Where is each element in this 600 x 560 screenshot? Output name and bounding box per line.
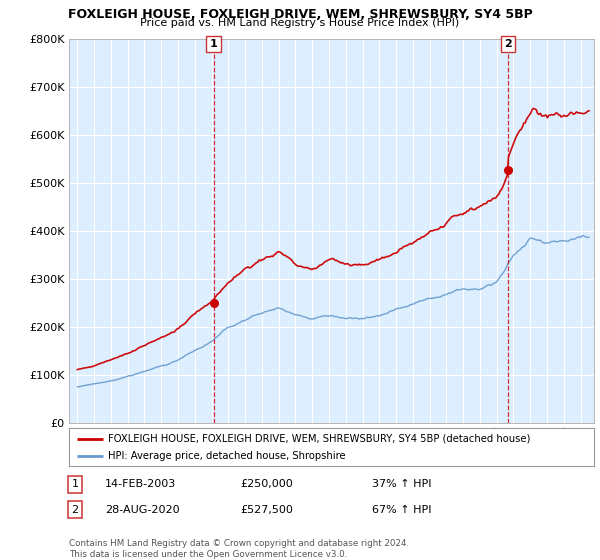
Text: 37% ↑ HPI: 37% ↑ HPI — [372, 479, 431, 489]
Text: FOXLEIGH HOUSE, FOXLEIGH DRIVE, WEM, SHREWSBURY, SY4 5BP: FOXLEIGH HOUSE, FOXLEIGH DRIVE, WEM, SHR… — [68, 8, 532, 21]
Text: Contains HM Land Registry data © Crown copyright and database right 2024.
This d: Contains HM Land Registry data © Crown c… — [69, 539, 409, 559]
Text: £527,500: £527,500 — [240, 505, 293, 515]
Text: 14-FEB-2003: 14-FEB-2003 — [105, 479, 176, 489]
Text: 67% ↑ HPI: 67% ↑ HPI — [372, 505, 431, 515]
Text: Price paid vs. HM Land Registry’s House Price Index (HPI): Price paid vs. HM Land Registry’s House … — [140, 18, 460, 28]
Text: 1: 1 — [71, 479, 79, 489]
Text: FOXLEIGH HOUSE, FOXLEIGH DRIVE, WEM, SHREWSBURY, SY4 5BP (detached house): FOXLEIGH HOUSE, FOXLEIGH DRIVE, WEM, SHR… — [109, 433, 531, 444]
Text: HPI: Average price, detached house, Shropshire: HPI: Average price, detached house, Shro… — [109, 451, 346, 461]
Text: 1: 1 — [210, 39, 217, 49]
Text: 28-AUG-2020: 28-AUG-2020 — [105, 505, 179, 515]
Text: 2: 2 — [71, 505, 79, 515]
Text: £250,000: £250,000 — [240, 479, 293, 489]
Text: 2: 2 — [504, 39, 512, 49]
